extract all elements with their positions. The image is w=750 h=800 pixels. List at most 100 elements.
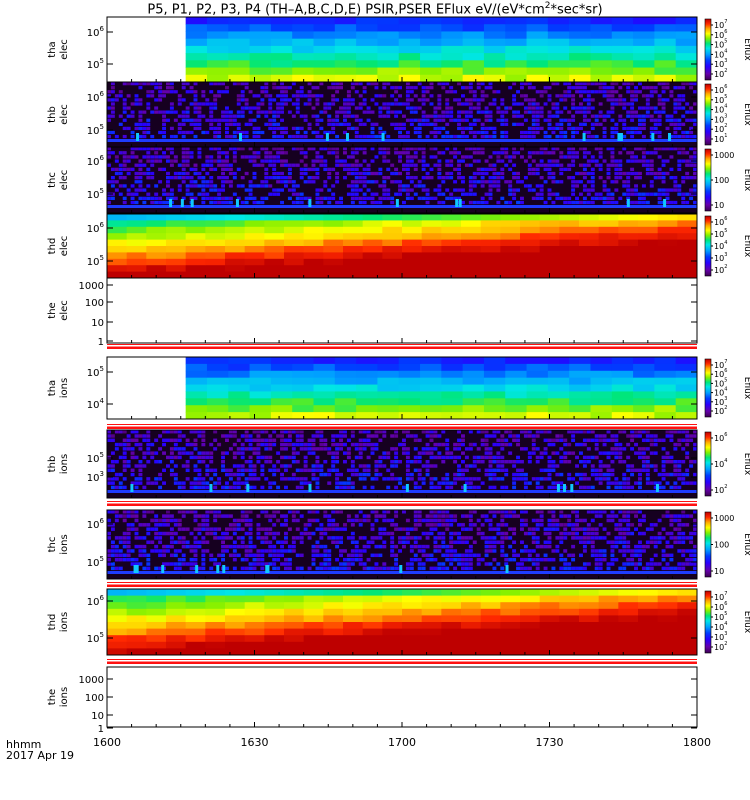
colorbar-tick-label: 107 [714, 19, 727, 30]
y-tick-label: 105 [87, 555, 104, 569]
colorbar-label: Eflux [742, 38, 750, 61]
colorbar-tick-label: 104 [714, 458, 727, 469]
date-label: 2017 Apr 19 [6, 749, 75, 762]
y-label-tha-elec-bottom: elec [59, 39, 70, 60]
spectrogram-tha-ions [185, 357, 698, 420]
colorbar-tick-label: 102 [714, 123, 727, 134]
colorbar-label: Eflux [742, 533, 750, 556]
y-label-the-ions-top: the [47, 689, 58, 705]
colorbar-tick-label: 102 [714, 484, 727, 495]
colorbar-tick-label: 106 [714, 84, 727, 95]
flag-strip-thb-ions [107, 501, 697, 506]
spectrogram-thc-elec [107, 147, 697, 213]
y-label-thb-elec-bottom: elec [59, 104, 70, 125]
y-label-thd-elec-bottom: elec [59, 236, 70, 257]
colorbar-label: Eflux [742, 169, 750, 192]
panel-frame [106, 666, 698, 728]
y-label-tha-ions-bottom: ions [59, 378, 70, 398]
panel-thc-ions: thc ions 106 105 1000 100 10 Eflux [47, 509, 750, 587]
y-label-the-ions-bottom: ions [59, 687, 70, 707]
colorbar-tick-label: 1000 [714, 151, 734, 160]
colorbar-tick-label: 1000 [714, 514, 734, 523]
y-tick-label: 10 [91, 711, 104, 722]
y-label-tha-ions-top: tha [47, 380, 58, 396]
spectrogram-thb-elec [107, 82, 697, 147]
colorbar-tick-label: 103 [714, 58, 727, 69]
y-tick-label: 1 [98, 724, 104, 735]
colorbar-tick-label: 107 [714, 591, 727, 602]
colorbar-tick-label: 106 [714, 368, 727, 379]
y-label-thd-ions-bottom: ions [59, 612, 70, 632]
y-tick-label: 106 [87, 221, 105, 235]
colorbar-tick-label: 102 [714, 68, 727, 79]
y-tick-label: 104 [87, 397, 105, 411]
colorbar-tick-label: 105 [714, 611, 727, 622]
flag-strip-thc-ions [107, 582, 697, 587]
colorbar-tick-label: 103 [714, 631, 727, 642]
panel-frame [106, 277, 698, 344]
y-tick-label: 105 [87, 365, 104, 379]
colorbar-label: Eflux [742, 453, 750, 476]
panel-the-elec: the elec 1000 100 10 1 [47, 277, 698, 349]
y-tick-label: 1000 [79, 675, 104, 686]
y-label-the-elec-bottom: elec [59, 300, 70, 321]
y-tick-label: 106 [87, 154, 105, 168]
y-tick-label: 106 [87, 594, 105, 608]
colorbar-tick-label: 103 [714, 252, 727, 263]
y-label-thd-elec-top: thd [47, 238, 58, 255]
colorbar-tick-label: 106 [714, 432, 727, 443]
colorbar-label: Eflux [742, 235, 750, 258]
y-tick-label: 103 [87, 470, 104, 484]
y-tick-label: 106 [87, 90, 105, 104]
y-tick-label: 105 [87, 57, 104, 71]
colorbar-tick-label: 10 [714, 567, 724, 576]
x-axis-units-label: hhmm [6, 738, 42, 751]
colorbar-label: Eflux [742, 377, 750, 400]
y-tick-label: 100 [85, 298, 104, 309]
colorbar-tick-label: 100 [714, 176, 729, 185]
y-tick-label: 105 [87, 631, 104, 645]
colorbar-thc-ions: 1000 100 10 Eflux [704, 511, 750, 578]
y-label-thc-elec-top: thc [47, 172, 58, 188]
panel-thb-ions: thb ions 105 103 106 104 102 Eflux [47, 429, 750, 506]
y-tick-label: 1 [98, 337, 104, 348]
colorbar-tick-label: 104 [714, 621, 727, 632]
colorbar-tick-label: 105 [714, 39, 727, 50]
colorbar-tick-label: 103 [714, 113, 727, 124]
y-label-thd-ions-top: thd [47, 614, 58, 631]
flag-strip-the-elec [107, 344, 697, 349]
colorbar-thc-elec: 1000 100 10 Eflux [704, 148, 750, 212]
y-tick-label: 105 [87, 451, 104, 465]
y-tick-label: 105 [87, 123, 104, 137]
y-tick-label: 105 [87, 254, 104, 268]
flag-strip-tha-ions [107, 424, 697, 429]
y-tick-label: 1000 [79, 281, 104, 292]
x-tick-label: 1730 [536, 736, 564, 749]
colorbar-tick-label: 102 [714, 641, 727, 652]
y-label-thc-elec-bottom: elec [59, 170, 70, 191]
x-tick-label: 1800 [683, 736, 711, 749]
colorbar-tick-label: 104 [714, 48, 727, 59]
y-label-thb-elec-top: thb [47, 106, 58, 123]
spectrogram-tha-elec [185, 17, 698, 83]
colorbar-tick-label: 103 [714, 396, 727, 407]
y-label-thb-ions-top: thb [47, 456, 58, 473]
y-label-the-elec-top: the [47, 302, 58, 318]
colorbar-label: Eflux [742, 103, 750, 126]
colorbar-tick-label: 104 [714, 240, 727, 251]
colorbar-tick-label: 102 [714, 264, 727, 275]
flag-strip-thd-ions [107, 659, 697, 664]
spectrogram-thb-ions [107, 430, 697, 498]
colorbar-tick-label: 104 [714, 104, 727, 115]
colorbar-tick-label: 106 [714, 601, 727, 612]
y-tick-label: 100 [85, 693, 104, 704]
title-prefix: P5, P1, P2, P3, P4 (TH–A,B,C,D,E) PSIR,P… [147, 2, 545, 18]
colorbar-tick-label: 105 [714, 228, 727, 239]
panel-the-ions: the ions 1000 100 10 1 [47, 666, 698, 735]
colorbar-tick-label: 102 [714, 405, 727, 416]
